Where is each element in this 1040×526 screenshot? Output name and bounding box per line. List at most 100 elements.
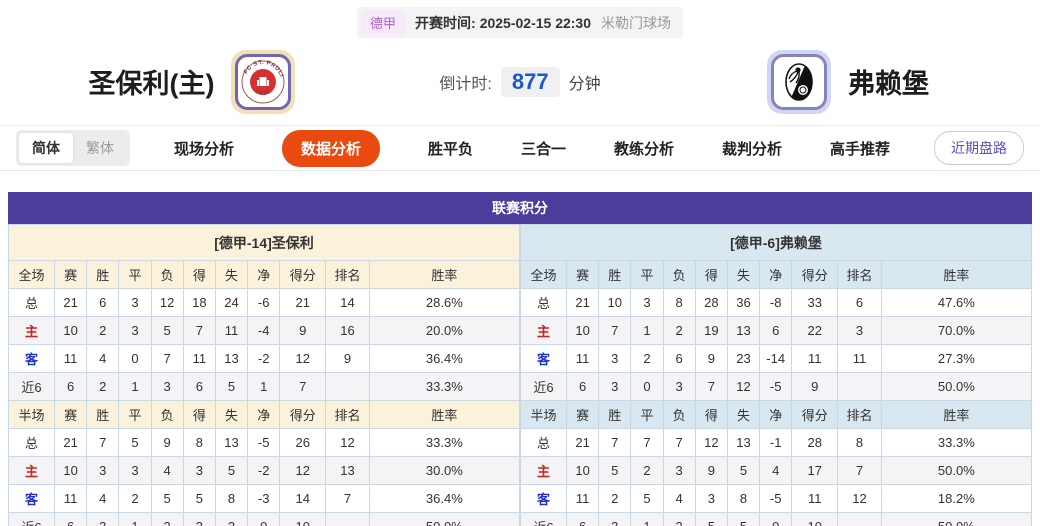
stat-cell: 11: [837, 344, 882, 373]
stat-cell: 11: [565, 344, 600, 373]
column-header: 胜: [86, 260, 120, 289]
column-header: 胜率: [368, 260, 521, 289]
svg-text:1910: 1910: [254, 88, 272, 96]
stat-cell: -14: [759, 344, 793, 373]
stat-cell: 21: [53, 288, 88, 317]
stat-cell: 5: [150, 484, 184, 513]
stat-cell: 6: [86, 288, 120, 317]
stat-cell: 11: [182, 344, 216, 373]
stat-cell: 13: [726, 316, 761, 345]
table-row: 总 21 10 3 8 28 36 -8 33 6 47.6%: [520, 288, 1033, 317]
stat-cell: 3: [182, 456, 216, 485]
stat-cell: 3: [694, 484, 728, 513]
away-team-logo-icon: [767, 49, 831, 114]
stat-cell: 7: [694, 372, 728, 401]
table-row: 近6 6 3 0 3 7 12 -5 9 50.0%: [520, 372, 1033, 401]
recent-trend-button[interactable]: 近期盘路: [934, 131, 1024, 165]
stat-cell: [325, 512, 370, 526]
stat-cell: 13: [214, 344, 249, 373]
column-header: 赛: [53, 260, 88, 289]
table-row: 客 11 3 2 6 9 23 -14 11 11 27.3%: [520, 344, 1033, 373]
stat-cell: -5: [247, 428, 281, 457]
stat-cell: 7: [279, 372, 327, 401]
stat-cell: 2: [118, 484, 152, 513]
stat-cell: 11: [791, 484, 839, 513]
stat-cell: 24: [214, 288, 249, 317]
table-row: 客 11 2 5 4 3 8 -5 11 12 18.2%: [520, 484, 1033, 513]
column-header: 胜: [598, 400, 632, 429]
stat-cell: 5: [694, 512, 728, 526]
table-header-row: 全场赛胜平负得失净得分 排名 胜率: [8, 260, 521, 289]
stat-cell: 8: [726, 484, 761, 513]
nav-tabs: 现场分析 数据分析 胜平负 三合一 教练分析 裁判分析 高手推荐: [130, 129, 934, 167]
column-header: 失: [726, 260, 761, 289]
row-label: 总: [520, 428, 567, 457]
row-label: 主: [520, 316, 567, 345]
column-header: 平: [118, 400, 152, 429]
column-header: 得分: [279, 260, 327, 289]
column-header: 排名: [837, 260, 882, 289]
stat-cell: 8: [662, 288, 696, 317]
top-bar: 德甲 开赛时间: 2025-02-15 22:30 米勒门球场: [0, 0, 1040, 38]
table-title: 联赛积分: [8, 192, 1032, 224]
column-header: 失: [214, 260, 249, 289]
column-header: 半场: [8, 400, 55, 429]
stat-cell: 11: [53, 484, 88, 513]
lang-simplified-button[interactable]: 简体: [19, 133, 73, 163]
stat-cell: -5: [759, 372, 793, 401]
nav-tab[interactable]: 裁判分析: [722, 140, 783, 158]
stat-cell: 6: [53, 512, 88, 526]
column-header: 胜率: [880, 260, 1033, 289]
column-header: 平: [630, 260, 664, 289]
table-row: 客 11 4 0 7 11 13 -2 12 9 36.4%: [8, 344, 521, 373]
table-row: 近6 6 2 1 3 6 5 1 7 33.3%: [8, 372, 521, 401]
stat-cell: 7: [837, 456, 882, 485]
row-label: 客: [520, 484, 567, 513]
home-team-name: 圣保利(主): [88, 69, 215, 99]
stat-cell: 13: [325, 456, 370, 485]
row-label: 近6: [520, 512, 567, 526]
stat-cell: 11: [791, 344, 839, 373]
stat-cell: 4: [759, 456, 793, 485]
stat-cell: 6: [565, 372, 600, 401]
stat-cell: 2: [150, 512, 184, 526]
stat-cell: -6: [247, 288, 281, 317]
stat-cell: 33: [791, 288, 839, 317]
stat-cell: [837, 512, 882, 526]
nav-tab[interactable]: 胜平负: [427, 140, 473, 158]
stat-cell: 30.0%: [368, 456, 521, 485]
column-header: 全场: [8, 260, 55, 289]
row-label: 近6: [8, 512, 55, 526]
column-header: 得: [182, 260, 216, 289]
nav-tab[interactable]: 教练分析: [614, 140, 675, 158]
column-header: 赛: [565, 400, 600, 429]
stat-cell: 10: [598, 288, 632, 317]
stat-cell: 12: [837, 484, 882, 513]
column-header: 半场: [520, 400, 567, 429]
stat-cell: 10: [53, 316, 88, 345]
lang-traditional-button[interactable]: 繁体: [86, 140, 114, 156]
stat-cell: [837, 372, 882, 401]
stat-cell: 21: [565, 288, 600, 317]
nav-tab[interactable]: 三合一: [520, 140, 566, 158]
stat-cell: 26: [279, 428, 327, 457]
nav-tab[interactable]: 数据分析: [281, 129, 380, 167]
nav-tab[interactable]: 高手推荐: [830, 140, 891, 158]
stat-cell: 13: [214, 428, 249, 457]
stat-cell: 4: [150, 456, 184, 485]
stat-cell: 7: [598, 316, 632, 345]
stat-cell: 12: [279, 456, 327, 485]
stat-cell: 5: [598, 456, 632, 485]
stat-cell: 22: [791, 316, 839, 345]
column-header: 排名: [837, 400, 882, 429]
row-label: 主: [520, 456, 567, 485]
stat-cell: 6: [662, 344, 696, 373]
column-header: 得分: [791, 260, 839, 289]
stat-cell: 3: [118, 316, 152, 345]
stat-cell: 10: [53, 456, 88, 485]
home-team-logo-icon: FC ST. PAULI 1910: [231, 49, 296, 114]
nav-tab[interactable]: 现场分析: [173, 140, 234, 158]
table-row: 主 10 7 1 2 19 13 6 22 3 70.0%: [520, 316, 1033, 345]
stat-cell: 18.2%: [880, 484, 1033, 513]
stat-cell: 28: [694, 288, 728, 317]
